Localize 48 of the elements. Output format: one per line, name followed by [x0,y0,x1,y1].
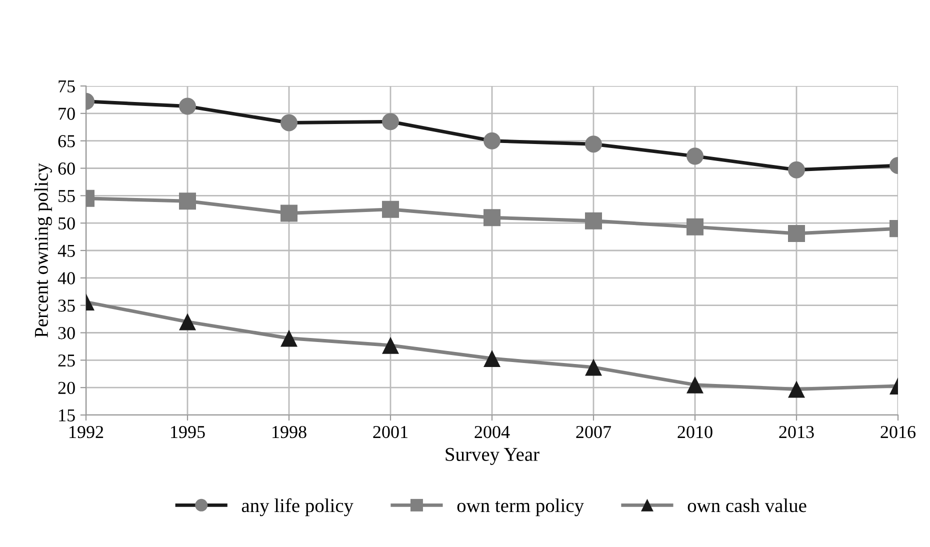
y-tick-label: 40 [58,272,75,284]
point [483,350,501,368]
y-tick-label: 45 [58,244,75,257]
legend-label: own term policy [457,498,584,516]
point [686,376,704,394]
point [584,358,602,376]
point [280,114,298,132]
point [280,330,298,347]
y-tick-label: 70 [58,108,75,120]
y-axis-title: Percent owning policy [34,163,52,338]
x-tick-label: 2004 [474,426,510,438]
x-tick-label: 1995 [171,426,205,438]
x-tick-label: 2010 [678,426,712,438]
y-tick-label: 20 [58,382,75,394]
x-tick-label: 2016 [880,426,916,438]
point [584,212,602,230]
point [483,209,501,226]
x-tick-label: 1998 [272,426,306,438]
point [280,204,298,222]
point [483,132,501,150]
point [686,148,704,165]
legend-label: any life policy [242,498,354,516]
point [382,336,400,354]
x-tick-label: 1992 [70,426,104,438]
y-tick-label: 25 [58,354,75,367]
x-tick-label: 2001 [373,426,408,438]
point [584,136,602,153]
legend-label: own cash value [688,498,806,512]
x-tick-label: 2013 [779,426,814,438]
y-tick-label: 65 [58,135,75,148]
y-tick-label: 50 [58,217,75,230]
y-tick-label: 60 [58,162,75,175]
point [686,218,704,236]
point [788,380,806,398]
point [788,224,806,242]
point [382,200,400,218]
point [178,98,196,115]
x-tick-label: 2007 [576,426,612,438]
x-axis-title: Survey Year [446,448,540,465]
y-tick-label: 35 [58,300,75,312]
y-tick-label: 15 [59,409,75,422]
point [178,192,196,210]
point [382,113,400,130]
y-tick-label: 55 [58,190,75,202]
y-tick-label: 30 [58,327,75,340]
y-tick-label: 75 [58,80,75,92]
point [178,313,196,330]
point [788,161,806,178]
